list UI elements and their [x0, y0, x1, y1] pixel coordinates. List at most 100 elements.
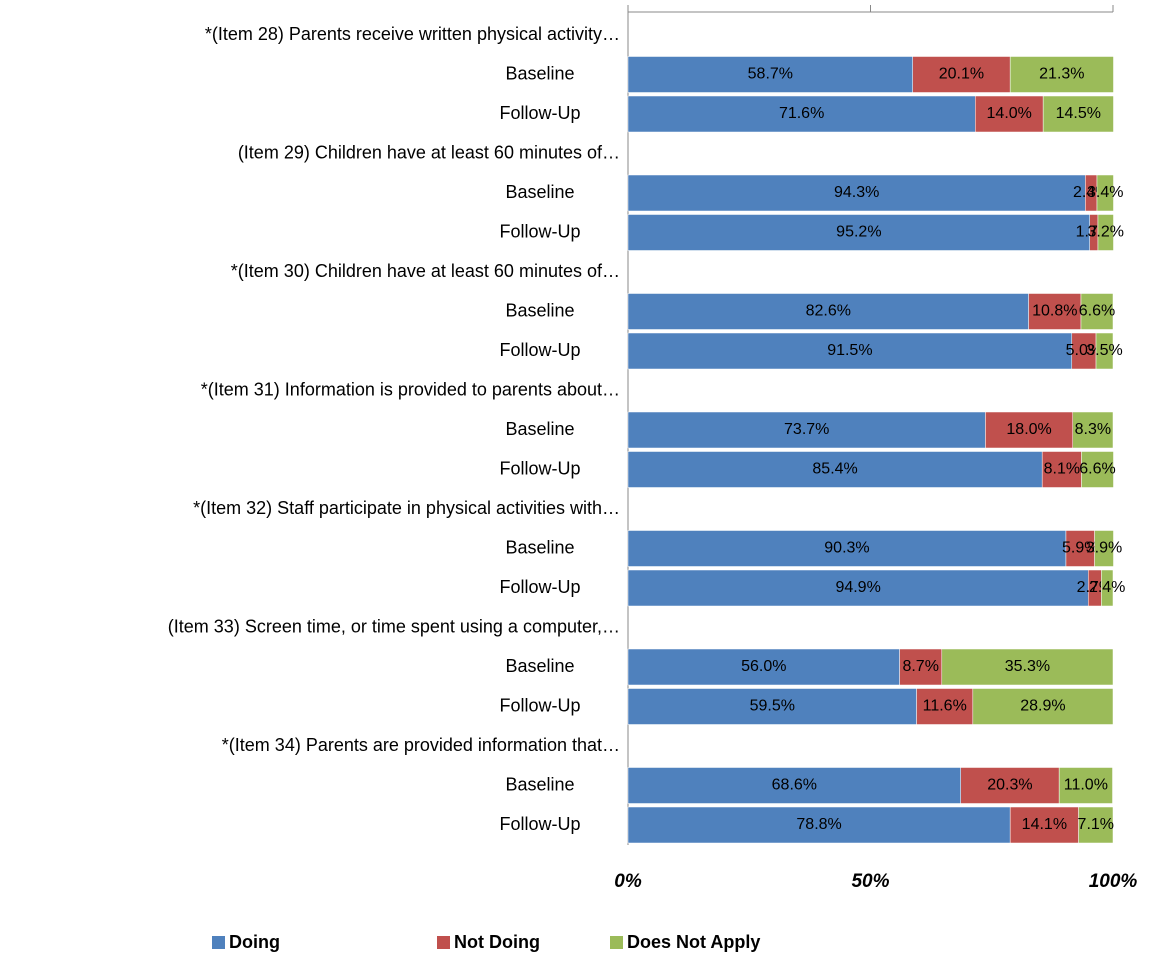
bar-segment: [1096, 174, 1114, 212]
value-label: 5.0%: [1066, 342, 1102, 359]
value-label: 71.6%: [779, 105, 824, 122]
value-label: 10.8%: [1032, 303, 1077, 320]
bar-segment: [627, 174, 1086, 212]
bar-segment: [916, 688, 974, 725]
bar-segment: [627, 95, 976, 133]
value-label: 68.6%: [772, 777, 817, 794]
bar-segment: [627, 214, 1090, 251]
x-tick-label: 100%: [1089, 871, 1138, 892]
bar-segment: [1097, 214, 1114, 251]
value-label: 85.4%: [812, 461, 857, 478]
group-label: *(Item 31) Information is provided to pa…: [201, 379, 620, 399]
bar-segment: [627, 767, 961, 804]
bar-segment: [912, 56, 1011, 93]
legend-swatch: [437, 936, 450, 949]
bar-segment: [1081, 451, 1114, 488]
row-label: Baseline: [505, 774, 574, 794]
bar-segment: [1009, 56, 1114, 93]
value-label: 78.8%: [796, 816, 841, 833]
value-label: 6.6%: [1079, 303, 1115, 320]
row-label: Follow-Up: [499, 695, 580, 715]
bar-segment: [627, 56, 913, 93]
value-label: 14.5%: [1056, 105, 1101, 122]
bar-segment: [899, 648, 943, 686]
value-label: 91.5%: [827, 342, 872, 359]
value-label: 8.1%: [1044, 461, 1080, 478]
value-label: 28.9%: [1020, 698, 1065, 715]
value-label: 3.4%: [1087, 184, 1123, 201]
value-label: 18.0%: [1006, 421, 1051, 438]
value-label: 5.9%: [1062, 540, 1098, 557]
bar-segment: [627, 688, 917, 725]
legend-label: Not Doing: [454, 932, 540, 952]
value-label: 59.5%: [750, 698, 795, 715]
bar-segment: [972, 688, 1114, 725]
group-label: *(Item 34) Parents are provided informat…: [222, 735, 620, 755]
bar-segment: [1080, 293, 1114, 330]
group-label: *(Item 32) Staff participate in physical…: [193, 498, 620, 518]
value-label: 90.3%: [824, 540, 869, 557]
bar-segment: [627, 530, 1067, 567]
value-label: 20.1%: [939, 66, 984, 83]
bar-segment: [1101, 569, 1114, 607]
x-tick-label: 50%: [851, 871, 889, 892]
row-label: Baseline: [505, 656, 574, 676]
bar-segment: [1065, 530, 1095, 567]
value-label: 3.9%: [1086, 540, 1122, 557]
value-label: 3.2%: [1087, 224, 1123, 241]
row-label: Follow-Up: [499, 221, 580, 241]
value-label: 14.0%: [987, 105, 1032, 122]
value-label: 94.3%: [834, 184, 879, 201]
row-label: Baseline: [505, 537, 574, 557]
bar-segment: [627, 332, 1073, 370]
bar-segment: [1072, 411, 1114, 449]
group-label: *(Item 28) Parents receive written physi…: [205, 24, 620, 44]
bar-segment: [960, 767, 1060, 804]
bar-segment: [1094, 530, 1114, 567]
bar-segment: [941, 648, 1114, 686]
bar-segment: [1041, 451, 1082, 488]
row-label: Baseline: [505, 300, 574, 320]
value-label: 95.2%: [836, 224, 881, 241]
bar-segment: [1095, 332, 1114, 370]
row-label: Follow-Up: [499, 103, 580, 123]
bar-segment: [1042, 95, 1114, 133]
bar-segment: [627, 451, 1043, 488]
group-label: (Item 29) Children have at least 60 minu…: [238, 142, 620, 162]
bar-segment: [985, 411, 1073, 449]
value-label: 7.1%: [1078, 816, 1114, 833]
value-label: 73.7%: [784, 421, 829, 438]
legend-swatch: [212, 936, 225, 949]
value-label: 3.5%: [1086, 342, 1122, 359]
value-label: 56.0%: [741, 658, 786, 675]
value-label: 11.6%: [923, 698, 967, 715]
value-label: 8.7%: [902, 658, 938, 675]
value-label: 11.0%: [1064, 777, 1108, 794]
group-label: (Item 33) Screen time, or time spent usi…: [168, 616, 620, 636]
legend-label: Does Not Apply: [627, 932, 760, 952]
value-label: 21.3%: [1039, 66, 1084, 83]
value-label: 58.7%: [748, 66, 793, 83]
row-label: Baseline: [505, 182, 574, 202]
value-label: 14.1%: [1022, 816, 1067, 833]
row-label: Baseline: [505, 63, 574, 83]
value-label: 20.3%: [987, 777, 1032, 794]
row-label: Follow-Up: [499, 577, 580, 597]
row-label: Baseline: [505, 419, 574, 439]
bar-segment: [975, 95, 1044, 133]
value-label: 8.3%: [1075, 421, 1111, 438]
bar-segment: [627, 806, 1011, 844]
x-tick-label: 0%: [614, 871, 642, 892]
value-label: 94.9%: [835, 579, 880, 596]
bar-segment: [1071, 332, 1097, 370]
legend-label: Doing: [229, 932, 280, 952]
value-label: 82.6%: [806, 303, 851, 320]
bar-segment: [1078, 806, 1114, 844]
value-label: 35.3%: [1005, 658, 1050, 675]
bar-segment: [627, 411, 986, 449]
value-label: 2.4%: [1089, 579, 1125, 596]
row-label: Follow-Up: [499, 458, 580, 478]
bar-segment: [627, 648, 900, 686]
bar-segment: [1058, 767, 1113, 804]
